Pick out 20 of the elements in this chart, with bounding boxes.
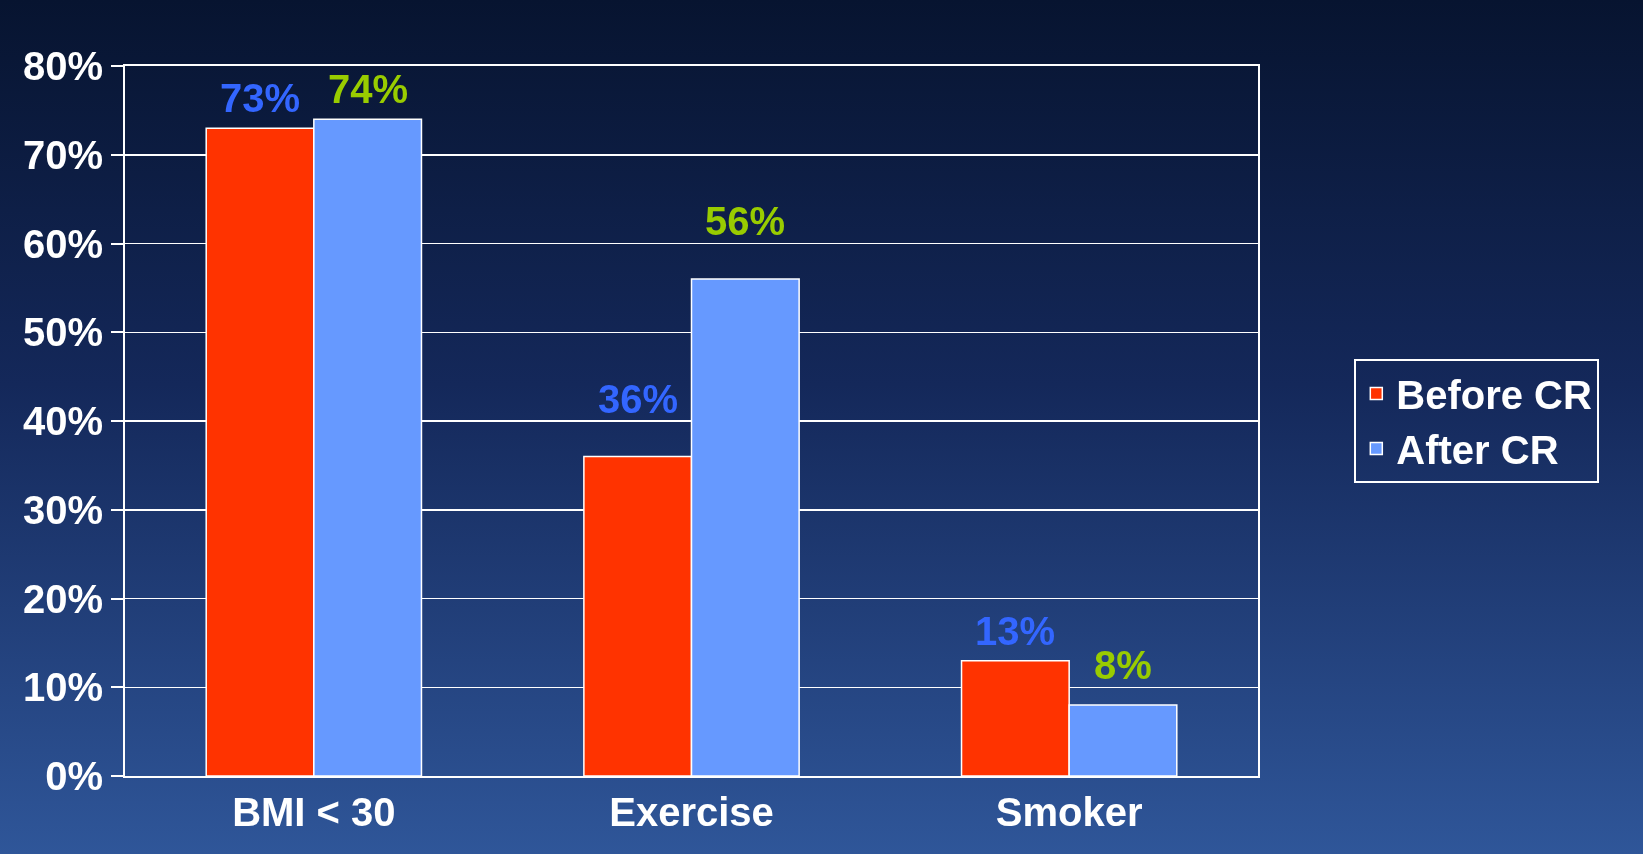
y-tick-label: 70% <box>22 132 103 177</box>
data-label: 56% <box>705 199 786 243</box>
y-tick-label: 30% <box>22 487 103 532</box>
legend-label: Before CR <box>1396 373 1592 418</box>
y-tick-label: 60% <box>22 221 103 266</box>
y-tick-label: 40% <box>22 399 103 443</box>
y-tick-label: 50% <box>22 310 103 355</box>
data-label: 36% <box>598 377 679 421</box>
data-label: 73% <box>220 76 301 120</box>
legend-label: After CR <box>1396 428 1559 473</box>
x-tick-label: Exercise <box>609 790 774 834</box>
data-label: 8% <box>1094 643 1152 687</box>
x-tick-label: BMI < 30 <box>232 790 396 834</box>
data-label: 13% <box>975 609 1056 653</box>
y-tick-label: 0% <box>45 754 103 798</box>
y-tick-label: 10% <box>22 665 103 710</box>
x-tick-label: Smoker <box>995 790 1143 834</box>
y-tick-label: 80% <box>22 44 103 88</box>
y-tick-label: 20% <box>22 576 103 621</box>
data-label: 74% <box>328 67 409 111</box>
